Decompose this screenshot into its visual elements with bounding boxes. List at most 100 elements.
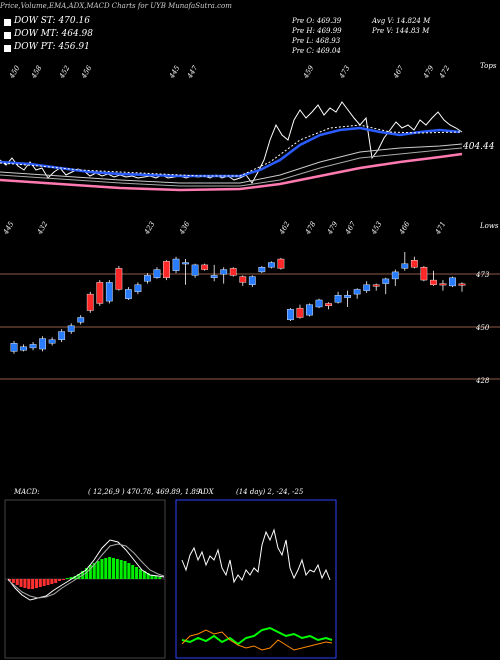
candle-body bbox=[382, 278, 390, 284]
adx-minus-di bbox=[181, 629, 333, 651]
prev-low: Pre L: 468.93 bbox=[292, 37, 341, 45]
candle-body bbox=[248, 276, 256, 285]
macd-histogram-bar bbox=[123, 561, 127, 579]
macd-histogram-bar bbox=[88, 565, 92, 579]
candle-body bbox=[420, 267, 428, 281]
macd-histogram-bar bbox=[111, 558, 115, 579]
candle-body bbox=[229, 268, 237, 276]
candle-body bbox=[258, 267, 266, 273]
candle-body bbox=[182, 262, 189, 265]
macd-histogram-bar bbox=[85, 568, 89, 579]
lows-word: Lows bbox=[480, 222, 499, 230]
macd-histogram-bar bbox=[115, 559, 119, 579]
ema-long-line bbox=[0, 143, 463, 184]
macd-histogram-bar bbox=[61, 579, 65, 580]
candle-body bbox=[277, 258, 285, 269]
adx-line bbox=[181, 528, 331, 584]
candle-body bbox=[267, 262, 275, 268]
legend-label-mt: DOW MT: 464.98 bbox=[14, 29, 93, 39]
adx-plus-di bbox=[181, 626, 333, 646]
macd-histogram-bar bbox=[69, 577, 73, 579]
candle-body bbox=[144, 275, 151, 282]
macd-histogram-bar bbox=[154, 576, 158, 579]
ema-long-line-2 bbox=[0, 147, 463, 187]
legend-swatch-pt bbox=[4, 45, 11, 52]
candle-body bbox=[430, 279, 437, 285]
prev-open: Pre O: 469.39 bbox=[292, 17, 342, 25]
candle-body bbox=[20, 346, 27, 351]
price-axis-label-450: 450 bbox=[476, 324, 490, 332]
ema-short-line bbox=[0, 126, 461, 178]
candle-body bbox=[353, 289, 361, 295]
candle-body bbox=[410, 260, 418, 268]
candle-body bbox=[239, 276, 247, 283]
macd-histogram-bar bbox=[135, 567, 139, 579]
candle-body bbox=[344, 295, 352, 298]
macd-histogram-bar bbox=[158, 577, 162, 579]
macd-line bbox=[7, 539, 165, 601]
candle-body bbox=[391, 271, 399, 280]
candle-body bbox=[29, 344, 37, 349]
chart-title: Price,Volume,EMA,ADX,MACD Charts for UYB… bbox=[0, 2, 232, 10]
candle-body bbox=[220, 269, 228, 275]
price-close-line bbox=[0, 101, 463, 184]
macd-histogram-bar bbox=[96, 561, 100, 579]
macd-histogram-bar bbox=[34, 579, 38, 588]
macd-histogram-bar bbox=[46, 579, 50, 585]
macd-histogram-bar bbox=[146, 573, 150, 579]
ema-pink-line bbox=[0, 152, 463, 192]
macd-histogram-bar bbox=[50, 579, 54, 584]
avg-volume: Avg V: 14.824 M bbox=[372, 17, 431, 25]
macd-histogram-bar bbox=[92, 563, 96, 579]
macd-histogram-bar bbox=[58, 579, 62, 581]
candle-body bbox=[48, 339, 56, 344]
candle-body bbox=[105, 282, 113, 302]
macd-label: MACD: bbox=[14, 488, 40, 496]
price-panel-frame bbox=[0, 7, 500, 401]
macd-histogram-bar bbox=[23, 579, 27, 588]
macd-histogram-bar bbox=[42, 579, 46, 586]
candle-body bbox=[325, 303, 332, 307]
candle-body bbox=[315, 299, 323, 308]
adx-label: ADX bbox=[198, 488, 214, 496]
candle-body bbox=[39, 338, 46, 350]
candle-body bbox=[10, 343, 18, 352]
ema-mid-dotted bbox=[0, 124, 461, 177]
candle-body bbox=[58, 331, 66, 340]
prev-volume: Pre V: 144.83 M bbox=[372, 27, 430, 35]
candle-body bbox=[172, 258, 180, 271]
candle-body bbox=[77, 317, 85, 323]
macd-histogram-bar bbox=[73, 576, 77, 579]
candle-body bbox=[163, 261, 170, 278]
ema-value-label: 404.44 bbox=[463, 142, 495, 152]
candle-body bbox=[306, 304, 313, 316]
macd-histogram-bar bbox=[15, 579, 19, 585]
macd-histogram-bar bbox=[119, 560, 123, 579]
candle-body bbox=[287, 309, 294, 321]
candle-body bbox=[86, 293, 94, 311]
legend-label-st: DOW ST: 470.16 bbox=[14, 16, 90, 26]
candle-body bbox=[296, 307, 304, 318]
candle-body bbox=[449, 277, 456, 287]
candle-body bbox=[67, 325, 75, 332]
candle-body bbox=[96, 282, 104, 304]
macd-params: ( 12,26,9 ) 470.78, 469.89, 1.89 bbox=[88, 488, 201, 496]
candle-body bbox=[363, 284, 371, 291]
candle-body bbox=[372, 284, 380, 287]
adx-params: (14 day) 2, -24, -25 bbox=[236, 488, 304, 496]
macd-histogram bbox=[8, 557, 162, 589]
macd-histogram-bar bbox=[108, 557, 112, 579]
macd-histogram-bar bbox=[127, 563, 131, 579]
candle-body bbox=[401, 263, 409, 269]
legend-label-pt: DOW PT: 456.91 bbox=[14, 42, 90, 52]
tops-word: Tops bbox=[480, 62, 497, 70]
macd-histogram-bar bbox=[11, 579, 15, 583]
macd-histogram-bar bbox=[142, 571, 146, 579]
macd-histogram-bar bbox=[138, 569, 142, 579]
candle-body bbox=[439, 283, 447, 286]
macd-signal-line bbox=[7, 543, 165, 599]
macd-histogram-bar bbox=[38, 579, 42, 587]
macd-histogram-bar bbox=[19, 579, 23, 587]
